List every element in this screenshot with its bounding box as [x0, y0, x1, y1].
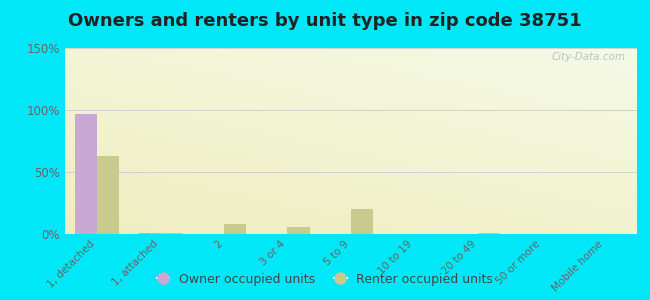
Bar — [287, 226, 309, 234]
Bar — [75, 114, 97, 234]
Bar — [138, 233, 161, 234]
Bar — [224, 224, 246, 234]
Bar — [97, 156, 119, 234]
Text: Owners and renters by unit type in zip code 38751: Owners and renters by unit type in zip c… — [68, 12, 582, 30]
Legend: Owner occupied units, Renter occupied units: Owner occupied units, Renter occupied un… — [151, 268, 499, 291]
Bar — [351, 209, 373, 234]
Bar — [478, 233, 500, 234]
Bar — [161, 233, 183, 234]
Text: City-Data.com: City-Data.com — [551, 52, 625, 62]
